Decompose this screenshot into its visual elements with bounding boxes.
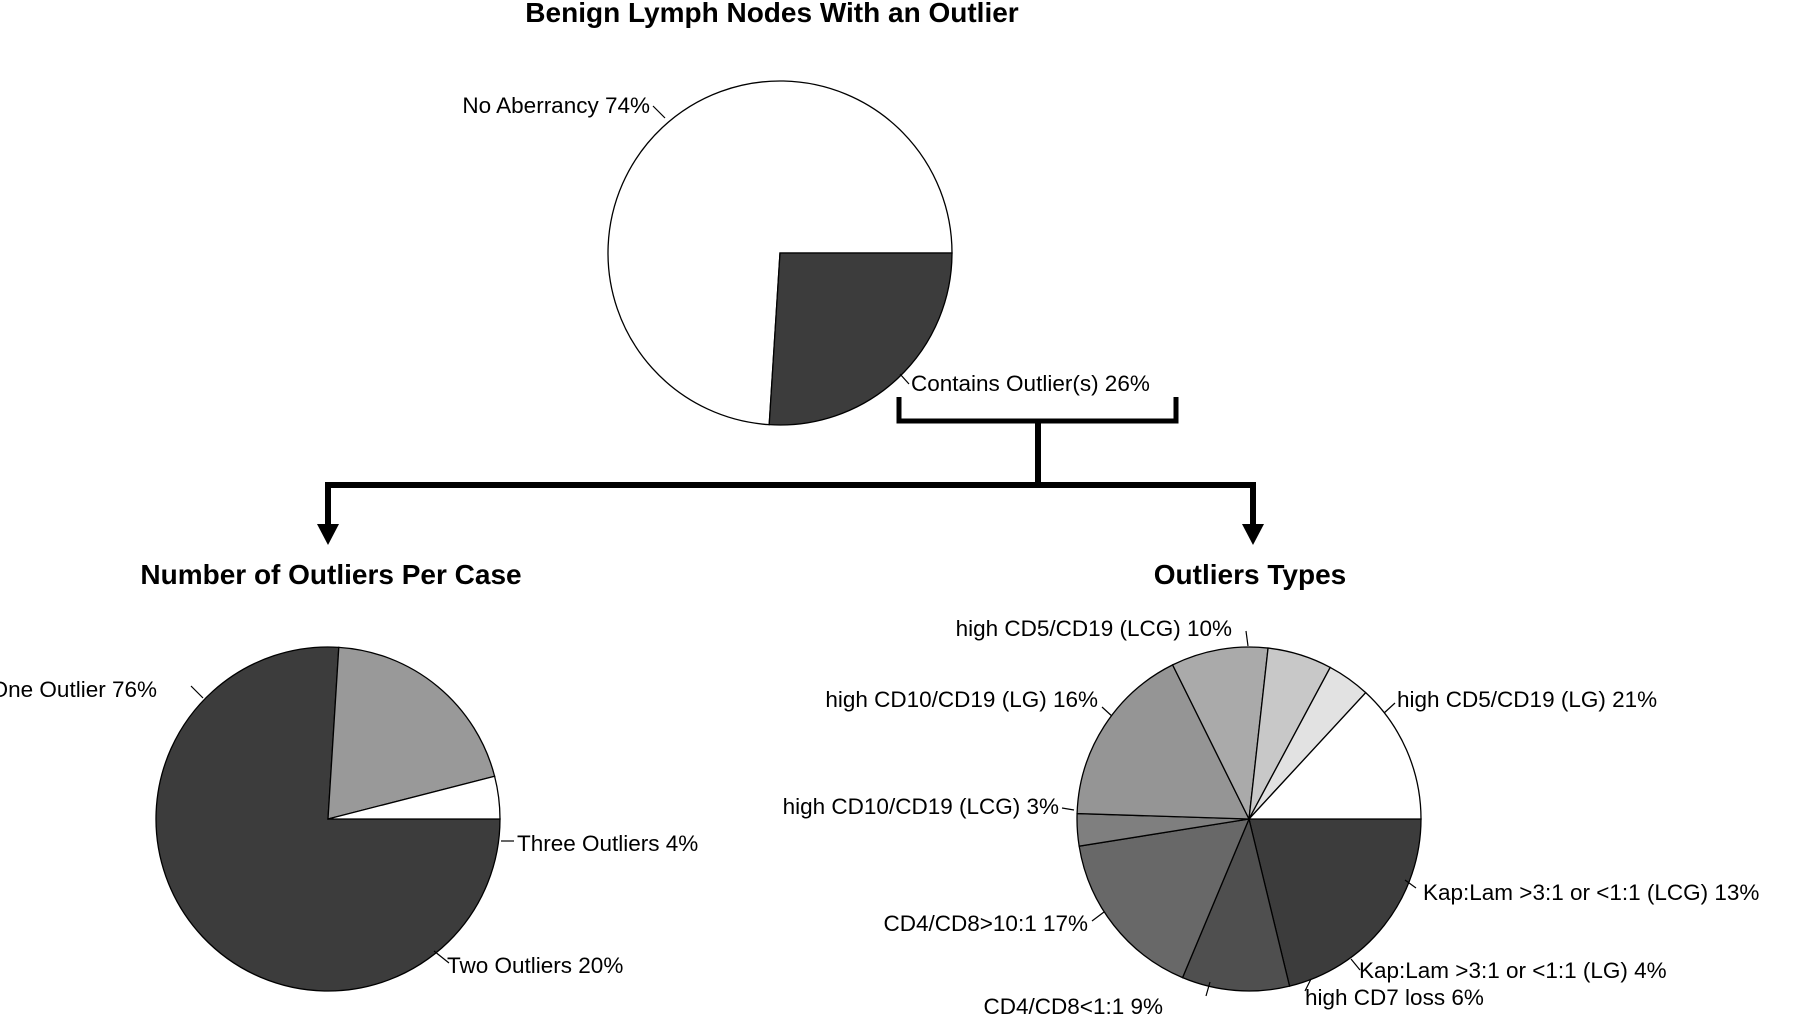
slice-leader-line xyxy=(1061,807,1075,811)
pie-slice xyxy=(1076,664,1251,820)
slice-label: Kap:Lam >3:1 or <1:1 (LG) 4% xyxy=(1359,958,1667,983)
pie-slice xyxy=(1248,818,1422,987)
slice-label: Three Outliers 4% xyxy=(517,831,698,856)
slice-leader-line xyxy=(899,373,910,385)
pie-right: high CD5/CD19 (LG) 21% high CD5/CD19 (LCG… xyxy=(783,616,1760,1016)
pie-slice xyxy=(327,646,496,820)
slice-leader-line xyxy=(1245,630,1249,647)
slice-leader-line xyxy=(433,950,450,964)
slice-leader-line xyxy=(1382,702,1396,715)
slice-label: high CD10/CD19 (LG) 16% xyxy=(825,687,1098,712)
slice-leader-line xyxy=(1304,978,1312,992)
slice-label: CD4/CD8<1:1 9% xyxy=(984,994,1163,1016)
slice-label: CD4/CD8>10:1 17% xyxy=(884,911,1089,936)
pie-slice xyxy=(1247,691,1422,820)
slice-label: high CD7 loss 6% xyxy=(1305,985,1484,1010)
slice-label: high CD10/CD19 (LCG) 3% xyxy=(783,794,1059,819)
pie-slice xyxy=(1181,816,1291,992)
slice-label: No Aberrancy 74% xyxy=(462,93,650,118)
pie-slice xyxy=(1078,818,1251,979)
pie-slice xyxy=(768,252,953,426)
slice-leader-line xyxy=(652,105,666,119)
arrow-left-head xyxy=(317,524,339,545)
slice-label: high CD5/CD19 (LG) 21% xyxy=(1397,687,1657,712)
slice-label: Two Outliers 20% xyxy=(447,953,623,978)
slice-leader-line xyxy=(1350,958,1361,971)
slice-label: One Outlier 76% xyxy=(0,677,157,702)
slice-label: high CD5/CD19 (LCG) 10% xyxy=(956,616,1232,641)
connector-bracket xyxy=(325,397,1256,526)
pie-left: One Outlier 76% Two Outliers 20% Three Out… xyxy=(0,646,698,992)
slice-label: Contains Outlier(s) 26% xyxy=(911,371,1150,396)
slice-leader-line xyxy=(190,685,204,699)
pie-slice xyxy=(1171,646,1269,822)
arrow-right-head xyxy=(1242,524,1264,545)
chart-title-left: Number of Outliers Per Case xyxy=(140,559,521,590)
slice-leader-line xyxy=(1205,981,1211,997)
bracket-outline xyxy=(896,397,1179,424)
pie-slice xyxy=(327,775,501,820)
slice-leader-line xyxy=(1404,879,1417,889)
slice-leader-line xyxy=(1091,911,1105,922)
pie-top: No Aberrancy 74% Contains Outlier(s) 26% xyxy=(462,80,1150,426)
chart-title-right: Outliers Types xyxy=(1154,559,1346,590)
chart-title-top: Benign Lymph Nodes With an Outlier xyxy=(525,0,1018,28)
slice-label: Kap:Lam >3:1 or <1:1 (LCG) 13% xyxy=(1423,880,1759,905)
